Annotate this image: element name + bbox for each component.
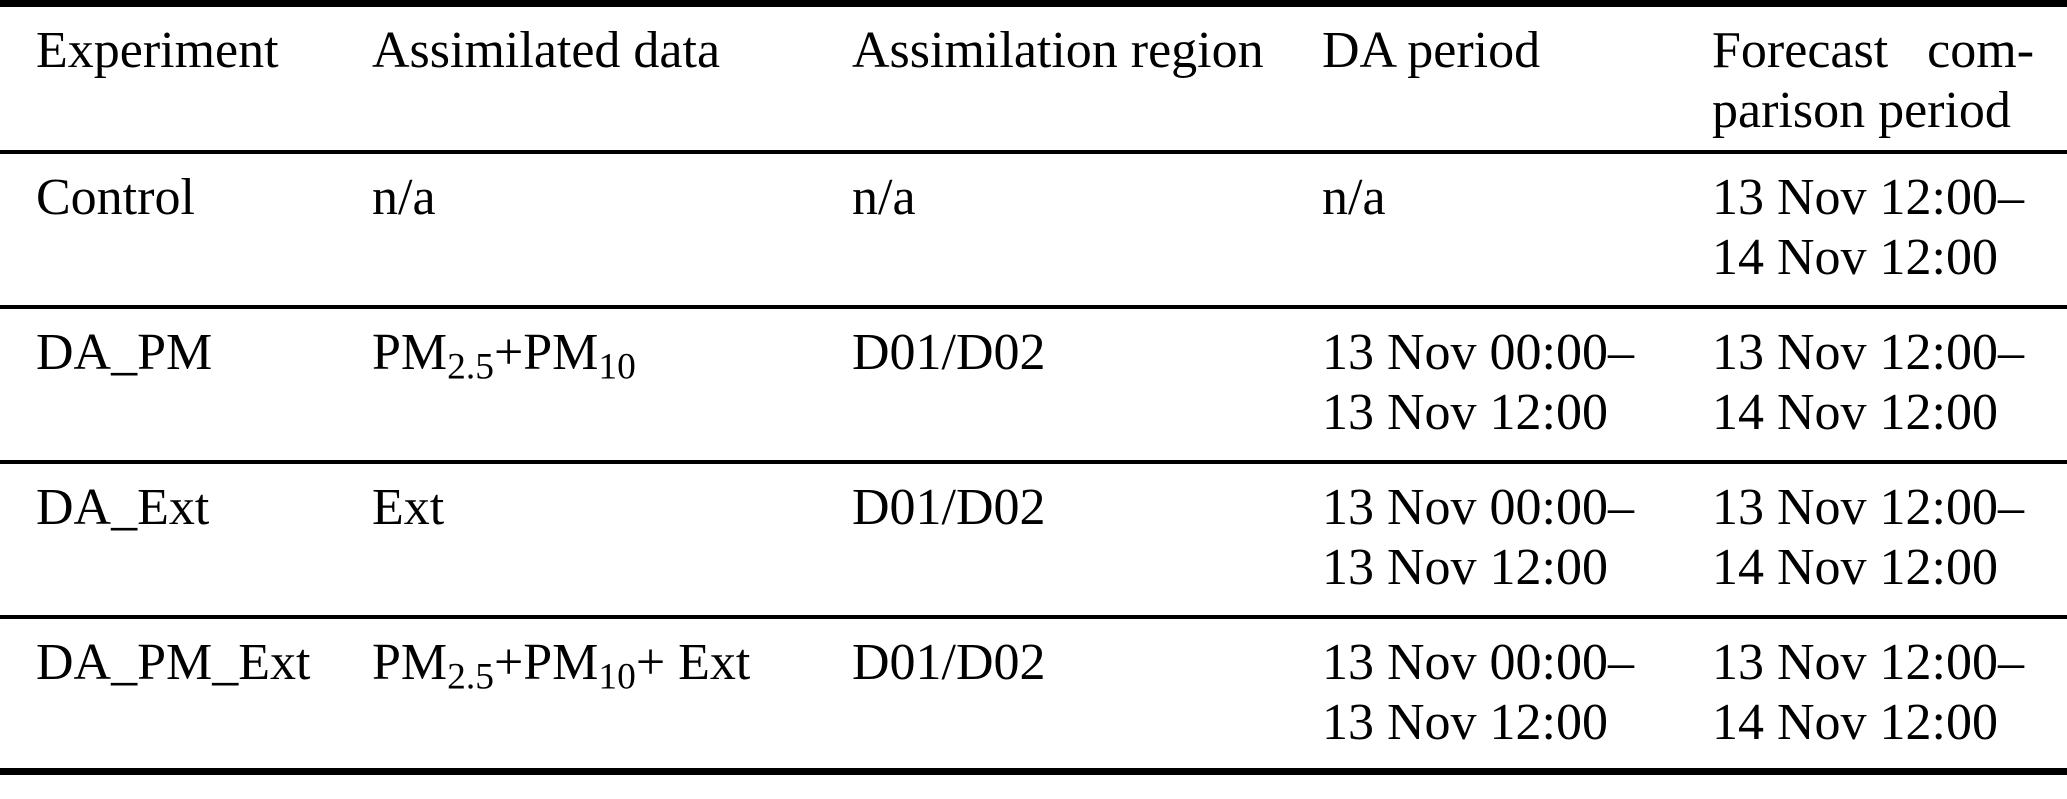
cell-forecast-comparison-period: 13 Nov 12:00– 14 Nov 12:00 bbox=[1712, 307, 2067, 462]
header-row: Experiment Assimilated data Assimilation… bbox=[0, 4, 2067, 152]
forecast-line-1: 13 Nov 12:00– bbox=[1712, 633, 2024, 691]
header-forecast-line-2: parison period bbox=[1712, 82, 2011, 139]
subscript: 10 bbox=[598, 655, 636, 697]
cell-assimilated-data: n/a bbox=[372, 152, 852, 307]
assimilated-text: PM bbox=[372, 323, 448, 381]
assimilated-text: Ext bbox=[372, 478, 445, 536]
forecast-line-2: 14 Nov 12:00 bbox=[1712, 228, 1998, 286]
forecast-line-2: 14 Nov 12:00 bbox=[1712, 383, 1998, 441]
subscript: 2.5 bbox=[447, 345, 494, 387]
cell-forecast-comparison-period: 13 Nov 12:00– 14 Nov 12:00 bbox=[1712, 617, 2067, 772]
cell-assimilated-data: Ext bbox=[372, 462, 852, 617]
cell-da-period: 13 Nov 00:00– 13 Nov 12:00 bbox=[1322, 617, 1712, 772]
cell-da-period: 13 Nov 00:00– 13 Nov 12:00 bbox=[1322, 307, 1712, 462]
cell-da-period: 13 Nov 00:00– 13 Nov 12:00 bbox=[1322, 462, 1712, 617]
cell-assimilated-data: PM2.5+PM10 bbox=[372, 307, 852, 462]
subscript: 10 bbox=[598, 345, 636, 387]
assimilated-text: +PM bbox=[493, 323, 599, 381]
cell-assimilation-region: n/a bbox=[852, 168, 916, 226]
table-row-control: Control n/a n/a n/a 13 Nov 12:00– 14 Nov… bbox=[0, 152, 2067, 307]
cell-da-period: n/a bbox=[1322, 152, 1712, 307]
experiments-table: Experiment Assimilated data Assimilation… bbox=[0, 0, 2067, 775]
cell-experiment: Control bbox=[36, 168, 195, 226]
col-header-assimilation-region: Assimilation region bbox=[852, 22, 1264, 79]
table-row-da-pm-ext: DA_PM_Ext PM2.5+PM10+ Ext D01/D02 13 Nov… bbox=[0, 617, 2067, 772]
col-header-assimilated-data: Assimilated data bbox=[372, 22, 721, 79]
forecast-line-1: 13 Nov 12:00– bbox=[1712, 168, 2024, 226]
table-row-da-pm: DA_PM PM2.5+PM10 D01/D02 13 Nov 00:00– 1… bbox=[0, 307, 2067, 462]
forecast-line-1: 13 Nov 12:00– bbox=[1712, 478, 2024, 536]
cell-experiment: DA_PM bbox=[36, 323, 213, 381]
cell-forecast-comparison-period: 13 Nov 12:00– 14 Nov 12:00 bbox=[1712, 152, 2067, 307]
cell-assimilation-region: D01/D02 bbox=[852, 478, 1046, 536]
cell-assimilated-data: PM2.5+PM10+ Ext bbox=[372, 617, 852, 772]
assimilated-text: PM bbox=[372, 633, 448, 691]
header-forecast-line-1: Forecast com- bbox=[1712, 22, 2035, 79]
col-header-experiment: Experiment bbox=[36, 22, 279, 79]
cell-forecast-comparison-period: 13 Nov 12:00– 14 Nov 12:00 bbox=[1712, 462, 2067, 617]
da-period-line-1: 13 Nov 00:00– bbox=[1322, 633, 1634, 691]
forecast-line-1: 13 Nov 12:00– bbox=[1712, 323, 2024, 381]
col-header-da-period: DA period bbox=[1322, 22, 1541, 79]
da-period-line-1: n/a bbox=[1322, 168, 1386, 226]
forecast-line-2: 14 Nov 12:00 bbox=[1712, 538, 1998, 596]
cell-assimilation-region: D01/D02 bbox=[852, 633, 1046, 691]
da-period-line-2: 13 Nov 12:00 bbox=[1322, 693, 1608, 751]
assimilated-text: n/a bbox=[372, 168, 436, 226]
col-header-forecast-comparison-period: Forecast com- parison period bbox=[1712, 4, 2067, 152]
da-period-line-1: 13 Nov 00:00– bbox=[1322, 323, 1634, 381]
da-period-line-1: 13 Nov 00:00– bbox=[1322, 478, 1634, 536]
da-period-line-2: 13 Nov 12:00 bbox=[1322, 538, 1608, 596]
assimilated-text: +PM bbox=[493, 633, 599, 691]
forecast-line-2: 14 Nov 12:00 bbox=[1712, 693, 1998, 751]
subscript: 2.5 bbox=[447, 655, 494, 697]
da-period-line-2: 13 Nov 12:00 bbox=[1322, 383, 1608, 441]
assimilated-text: + Ext bbox=[635, 633, 751, 691]
table-row-da-ext: DA_Ext Ext D01/D02 13 Nov 00:00– 13 Nov … bbox=[0, 462, 2067, 617]
cell-assimilation-region: D01/D02 bbox=[852, 323, 1046, 381]
cell-experiment: DA_PM_Ext bbox=[36, 633, 311, 691]
cell-experiment: DA_Ext bbox=[36, 478, 210, 536]
